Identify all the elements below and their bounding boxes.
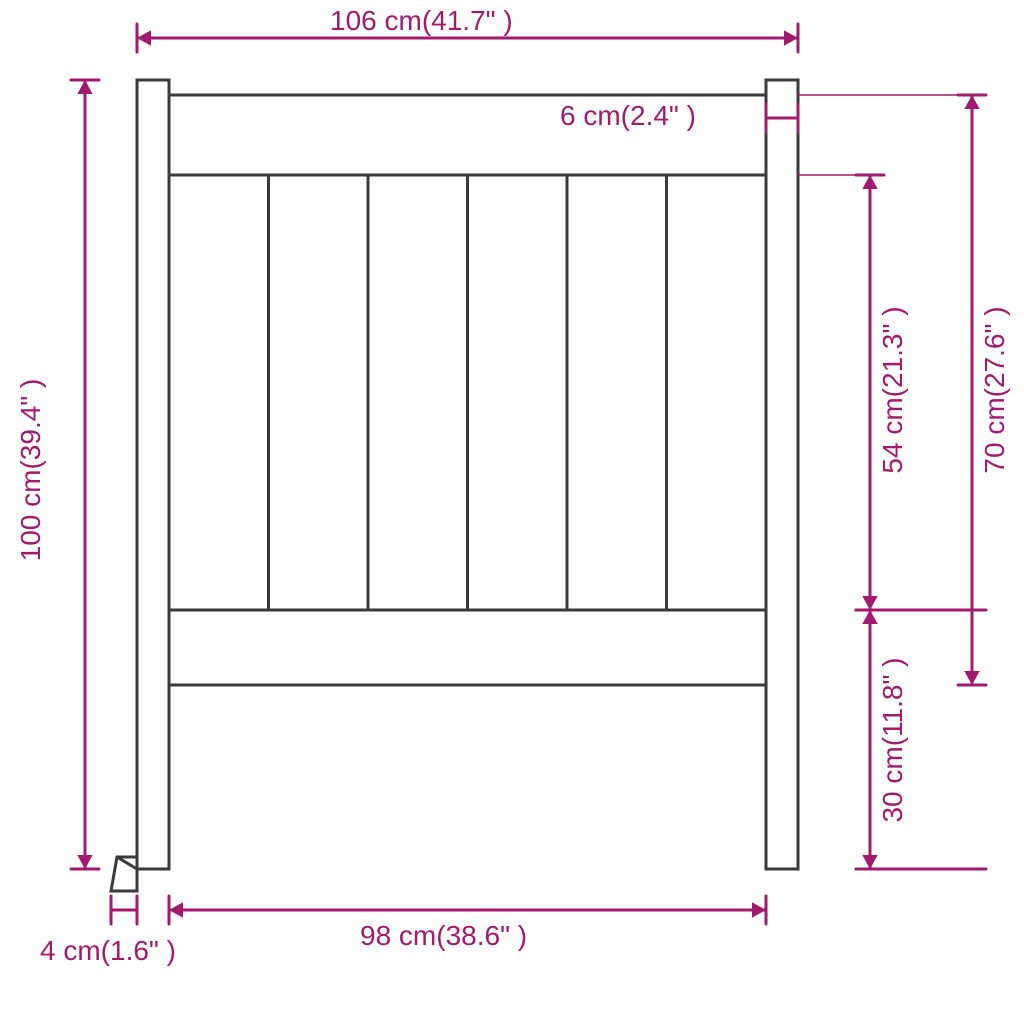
- dim-rail-thickness-label: 6 cm(2.4" ): [560, 100, 696, 131]
- dim-height-label: 100 cm(39.4" ): [15, 379, 46, 562]
- right-post: [766, 80, 798, 869]
- left-post: [137, 80, 169, 869]
- slat: [368, 175, 468, 610]
- dim-slat-height-label: 54 cm(21.3" ): [877, 306, 908, 473]
- dim-leg-height-label: 30 cm(11.8" ): [877, 657, 908, 822]
- slat: [468, 175, 568, 610]
- dim-depth-label: 4 cm(1.6" ): [40, 935, 176, 966]
- dim-panel-height-label: 70 cm(27.6" ): [979, 306, 1010, 473]
- slat: [169, 175, 269, 610]
- dim-top-width-label: 106 cm(41.7" ): [330, 5, 513, 36]
- slat: [567, 175, 667, 610]
- bottom-rail: [169, 610, 766, 685]
- dim-inner-width-label: 98 cm(38.6" ): [360, 920, 527, 951]
- slat: [269, 175, 369, 610]
- slat: [667, 175, 767, 610]
